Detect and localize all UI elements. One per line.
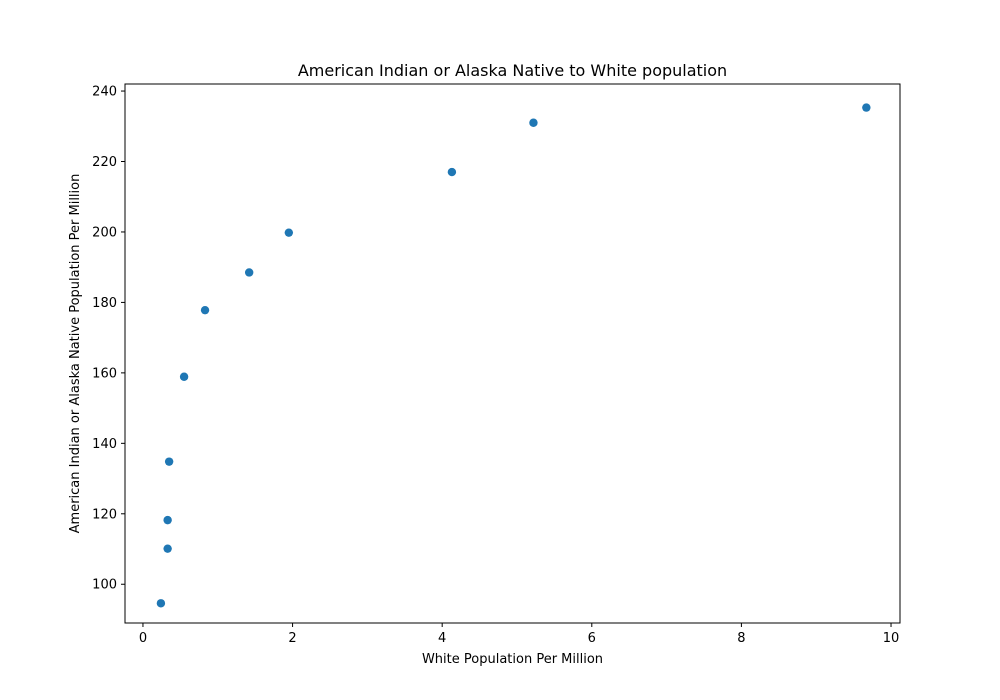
y-tick-label: 220 <box>92 155 117 170</box>
chart-title: American Indian or Alaska Native to Whit… <box>298 61 727 80</box>
data-point <box>163 544 172 553</box>
x-tick-label: 0 <box>139 631 147 646</box>
plot-frame <box>124 83 901 624</box>
data-point <box>163 515 172 525</box>
data-point <box>156 599 166 608</box>
y-tick-label: 200 <box>92 225 117 240</box>
y-tick-label: 180 <box>92 296 117 311</box>
data-point <box>179 372 189 381</box>
y-tick-label: 100 <box>92 578 117 593</box>
data-point <box>447 167 457 177</box>
x-tick-label: 6 <box>588 631 596 646</box>
x-tick-label: 10 <box>883 631 900 646</box>
y-tick-label: 140 <box>92 437 117 452</box>
y-tick-label: 240 <box>92 85 117 100</box>
y-tick-label: 160 <box>92 366 117 381</box>
data-point <box>244 268 254 277</box>
x-tick-label: 2 <box>288 631 296 646</box>
data-point <box>862 103 871 112</box>
x-tick-label: 4 <box>438 631 446 646</box>
y-axis-label: American Indian or Alaska Native Populat… <box>68 174 83 534</box>
x-tick-label: 8 <box>737 631 745 646</box>
plot-area: 0 2 4 6 8 10 100 120 140 160 180 200 220 240 <box>92 85 899 646</box>
data-point <box>200 305 210 315</box>
y-tick-label: 120 <box>92 507 117 522</box>
data-point <box>284 228 294 237</box>
data-point <box>529 118 538 127</box>
x-axis-label: White Population Per Million <box>422 652 603 667</box>
data-point <box>164 457 174 466</box>
